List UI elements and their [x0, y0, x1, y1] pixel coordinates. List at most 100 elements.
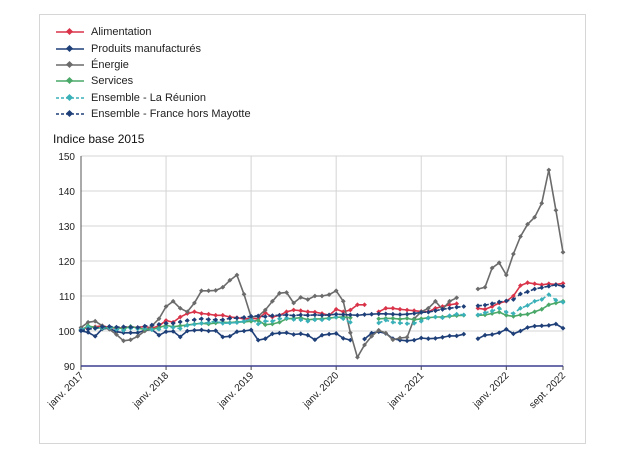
y-tick-label: 120: [58, 257, 75, 268]
series-0-point: [206, 311, 211, 317]
series-4-point: [454, 311, 460, 317]
series-4-point: [546, 292, 552, 297]
series-2-point: [227, 277, 233, 283]
series-2-point: [404, 334, 410, 340]
y-tick-label: 100: [58, 327, 75, 338]
chart-legend: Alimentation Produits manufacturés Énerg…: [55, 24, 251, 122]
series-5-point: [433, 308, 438, 314]
series-1-point: [482, 332, 488, 338]
series-2-point: [376, 327, 382, 333]
series-0-point: [177, 314, 183, 320]
series-2-point: [184, 309, 190, 315]
series-2-point: [447, 298, 452, 304]
series-1-point: [475, 336, 481, 342]
series-2-point: [177, 305, 183, 311]
series-5-point: [128, 324, 134, 330]
series-5-point: [170, 320, 176, 326]
series-4-point: [440, 315, 445, 321]
series-1-point: [418, 335, 424, 341]
x-tick-label: sept. 2022: [527, 370, 568, 411]
series-5-point: [78, 328, 84, 334]
series-2-point: [390, 337, 396, 343]
series-5-point: [340, 312, 346, 317]
series-5-point: [440, 306, 445, 312]
series-1-point: [532, 323, 538, 329]
series-5-point: [312, 312, 318, 318]
series-1-point: [241, 328, 247, 334]
series-2-point: [454, 295, 460, 301]
series-4-line: [80, 316, 351, 332]
series-4-point: [298, 317, 304, 323]
series-5-point: [220, 317, 226, 323]
series-5-point: [305, 312, 311, 318]
series-5-point: [269, 313, 275, 318]
legend-marker-alimentation: [56, 28, 84, 36]
series-1-point: [298, 331, 304, 337]
series-2-point: [305, 297, 311, 302]
series-0-point: [347, 307, 353, 313]
series-5-point: [390, 311, 396, 317]
series-5-point: [376, 311, 382, 317]
series-1-point: [135, 330, 141, 336]
series-3-point: [404, 316, 410, 321]
series-4-point: [199, 320, 204, 326]
series-3-point: [262, 322, 268, 328]
series-5-point: [333, 311, 339, 317]
series-2-point: [369, 333, 375, 339]
series-4-point: [206, 320, 211, 325]
series-4-point: [447, 313, 452, 318]
series-2-point: [319, 293, 325, 299]
series-4-point: [503, 309, 509, 315]
series-2-point: [525, 221, 530, 227]
series-1-point: [425, 336, 431, 342]
series-4-point: [277, 316, 282, 322]
series-0-point: [199, 311, 204, 316]
series-5-point: [553, 282, 559, 288]
series-4-point: [326, 316, 332, 322]
series-2-point: [241, 291, 247, 297]
series-0-point: [192, 309, 197, 315]
series-4-point: [510, 311, 516, 316]
series-1-point: [248, 327, 254, 333]
series-1-point: [213, 328, 219, 334]
series-1-point: [156, 332, 162, 338]
series-1-point: [496, 330, 502, 336]
series-2-point: [213, 288, 219, 293]
series-0-point: [454, 301, 460, 307]
series-3-point: [390, 316, 396, 321]
series-4-point: [177, 326, 183, 331]
series-5-point: [177, 319, 183, 325]
series-2-point: [475, 286, 481, 292]
series-5-point: [121, 324, 126, 330]
series-5-point: [489, 301, 495, 307]
series-1-point: [340, 335, 346, 341]
x-tick-label: janv. 2019: [216, 370, 257, 411]
series-4-point: [319, 317, 325, 323]
series-4-point: [156, 326, 162, 332]
series-2-point: [340, 298, 346, 304]
series-1-point: [326, 331, 332, 337]
series-2-point: [220, 284, 226, 290]
series-5-point: [184, 318, 190, 323]
series-2-point: [333, 288, 339, 294]
series-5-point: [532, 286, 538, 292]
series-4-point: [418, 318, 424, 324]
series-2-point: [425, 305, 431, 311]
series-4-point: [149, 327, 155, 332]
series-4-point: [234, 320, 240, 325]
series-5-point: [411, 311, 417, 316]
series-2-point: [347, 330, 353, 336]
x-tick-label: janv. 2020: [301, 370, 342, 411]
series-4-point: [425, 315, 431, 321]
series-5-point: [355, 312, 360, 318]
series-1-point: [291, 332, 297, 337]
x-tick-label: janv. 2022: [471, 370, 512, 411]
series-0-point: [213, 312, 219, 318]
series-4-point: [269, 318, 275, 324]
series-5-point: [156, 321, 162, 327]
series-2-point: [383, 330, 389, 336]
series-0-point: [333, 306, 339, 312]
series-5-point: [277, 312, 282, 318]
series-4-point: [284, 315, 289, 321]
series-3-point: [532, 309, 538, 315]
